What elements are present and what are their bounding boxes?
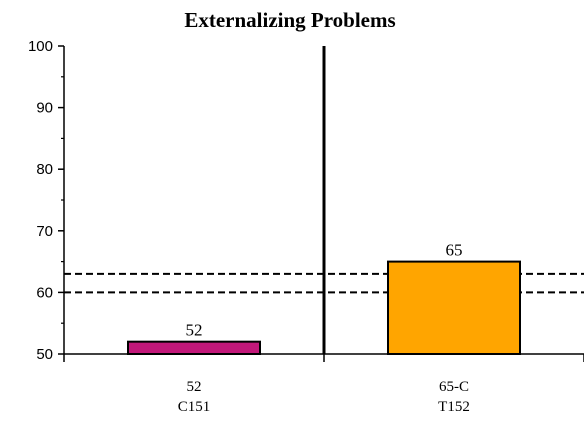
bar-1: [387, 260, 521, 356]
y-tick-label-2: 70: [36, 223, 53, 240]
category-code-label-1: T152: [438, 399, 470, 415]
x-categories: 52 C151 65-C T152: [178, 379, 470, 415]
y-ticks: 50 60 70 80 90 100: [28, 38, 64, 363]
y-tick-label-1: 60: [36, 284, 53, 301]
bar-value-label-1: 65: [446, 241, 463, 260]
y-tick-label-5: 100: [28, 38, 53, 55]
category-value-label-0: 52: [187, 379, 202, 395]
y-tick-label-4: 90: [36, 100, 53, 117]
bar-value-label-0: 52: [186, 321, 203, 340]
category-code-label-0: C151: [178, 399, 211, 415]
y-tick-label-0: 50: [36, 346, 53, 363]
y-tick-label-3: 80: [36, 161, 53, 178]
chart-title: Externalizing Problems: [184, 8, 395, 32]
bar-0: [127, 340, 261, 355]
category-value-label-1: 65-C: [439, 379, 469, 395]
